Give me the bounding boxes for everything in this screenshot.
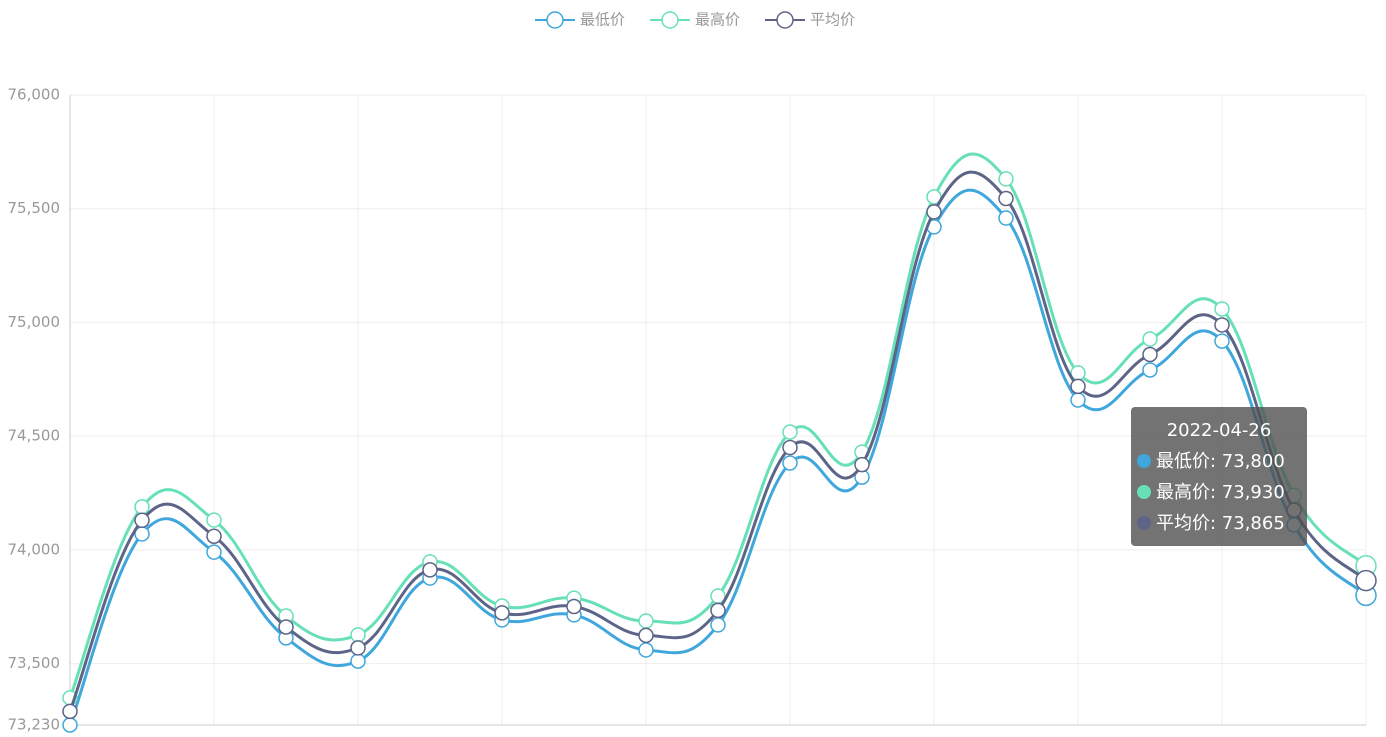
point	[1214, 333, 1230, 349]
tooltip-dot	[1137, 485, 1151, 499]
tooltip-value: 73,865	[1221, 513, 1285, 534]
y-tick-label: 74,000	[8, 540, 61, 558]
point	[710, 617, 726, 633]
tooltip-row: 最高价: 73,930	[1137, 477, 1301, 508]
point	[1214, 317, 1230, 333]
separator: :	[1210, 451, 1222, 472]
y-tick-label: 74,500	[8, 427, 61, 445]
y-tick-label: 73,500	[8, 654, 61, 672]
point	[998, 171, 1014, 187]
point	[278, 619, 294, 635]
legend-marker	[661, 11, 679, 29]
point	[710, 602, 726, 619]
y-tick-label: 75,500	[8, 199, 61, 217]
point	[638, 642, 654, 658]
point	[1355, 569, 1377, 592]
tooltip-dot	[1137, 516, 1151, 530]
tooltip-dot	[1137, 454, 1151, 468]
point	[1070, 378, 1086, 395]
point	[782, 455, 798, 471]
point	[494, 605, 510, 621]
point	[206, 528, 222, 544]
tooltip-series: 最高价	[1156, 482, 1210, 503]
legend-label: 最低价	[580, 11, 625, 29]
point	[1142, 331, 1158, 347]
legend-marker	[776, 11, 794, 29]
legend-marker	[546, 11, 564, 29]
point	[998, 190, 1014, 207]
point	[134, 512, 150, 529]
point	[566, 598, 582, 615]
tooltip-series: 最低价	[1156, 451, 1210, 472]
tooltip-series: 平均价	[1156, 513, 1210, 534]
point	[206, 544, 222, 560]
tooltip-row: 平均价: 73,865	[1137, 508, 1301, 539]
point	[638, 627, 654, 644]
point	[926, 204, 942, 220]
tooltip: 2022-04-26 最低价: 73,800 最高价: 73,930 平均价: 73…	[1131, 407, 1307, 546]
legend-label: 平均价	[810, 11, 855, 29]
point	[782, 424, 798, 440]
point	[1142, 346, 1158, 363]
point	[422, 562, 438, 578]
legend-label: 最高价	[695, 11, 740, 29]
point	[350, 640, 366, 656]
point	[854, 456, 870, 473]
point	[134, 499, 150, 515]
tooltip-value: 73,930	[1221, 482, 1285, 503]
tooltip-value: 73,800	[1221, 451, 1285, 472]
y-tick-label: 75,000	[8, 313, 61, 331]
point	[350, 627, 366, 643]
point	[62, 703, 78, 720]
point	[782, 439, 798, 456]
y-tick-label: 76,000	[8, 86, 61, 104]
point	[1214, 301, 1230, 317]
point	[1070, 392, 1086, 408]
separator: :	[1210, 513, 1222, 534]
tooltip-title: 2022-04-26	[1166, 420, 1272, 441]
point	[350, 653, 366, 669]
point	[62, 717, 78, 733]
point	[1142, 362, 1158, 378]
tooltip-row: 最低价: 73,800	[1137, 446, 1301, 477]
point	[998, 210, 1014, 226]
point	[206, 512, 222, 528]
point	[638, 613, 654, 629]
y-tick-label: 73,230	[8, 716, 61, 734]
separator: :	[1210, 482, 1222, 503]
